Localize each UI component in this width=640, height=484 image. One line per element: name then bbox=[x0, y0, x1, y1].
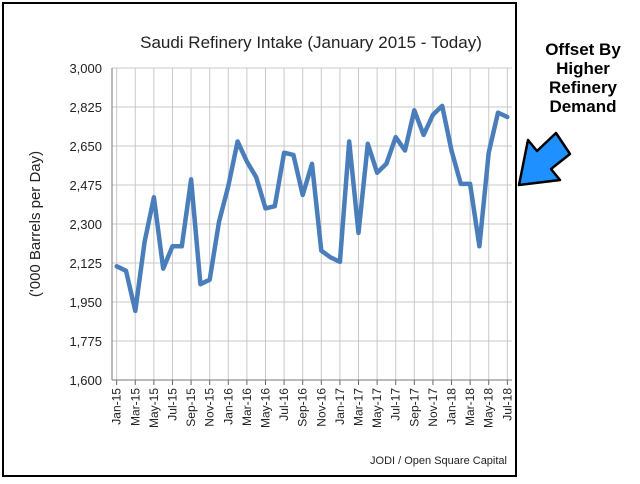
x-tick-label: Nov-17 bbox=[426, 388, 440, 427]
x-tick-label: Nov-16 bbox=[314, 388, 328, 427]
x-tick-label: May-17 bbox=[370, 388, 384, 428]
x-tick-label: Sep-17 bbox=[407, 388, 421, 427]
y-axis-label: ('000 Barrels per Day) bbox=[27, 151, 44, 297]
y-tick-label: 2,300 bbox=[69, 217, 102, 232]
x-tick-label: Jan-17 bbox=[333, 388, 347, 425]
x-tick-label: Mar-15 bbox=[128, 388, 142, 426]
y-tick-label: 2,125 bbox=[69, 256, 102, 271]
x-tick-label: Sep-15 bbox=[184, 388, 198, 427]
x-tick-label: Sep-16 bbox=[296, 388, 310, 427]
y-tick-label: 3,000 bbox=[69, 61, 102, 76]
y-tick-label: 1,950 bbox=[69, 295, 102, 310]
axes: 1,600 1,775 1,950 2,125 2,300 2,475 2,650 2,825… bbox=[69, 61, 514, 428]
x-tick-label: Jul-15 bbox=[165, 388, 179, 421]
source-note: JODI / Open Square Capital bbox=[370, 455, 507, 467]
x-tick-label: Mar-18 bbox=[463, 388, 477, 426]
x-tick-label: Jul-18 bbox=[500, 388, 514, 421]
x-tick-label: May-15 bbox=[147, 388, 161, 428]
y-tick-label: 2,825 bbox=[69, 100, 102, 115]
x-tick-label: Mar-17 bbox=[352, 388, 366, 426]
x-tick-label: Jul-16 bbox=[277, 388, 291, 421]
x-tick-label: Nov-15 bbox=[203, 388, 217, 427]
series-layer bbox=[114, 103, 510, 314]
grid-lines bbox=[112, 67, 512, 381]
x-tick-label: Jan-15 bbox=[110, 388, 124, 425]
x-tick-label: Jan-16 bbox=[221, 388, 235, 425]
y-tick-label: 2,650 bbox=[69, 139, 102, 154]
y-tick-label: 1,775 bbox=[69, 334, 102, 349]
x-tick-label: Jul-17 bbox=[389, 388, 403, 421]
chart-frame bbox=[2, 2, 517, 477]
callout-arrow bbox=[517, 131, 572, 187]
arrow-icon bbox=[517, 131, 572, 187]
x-tick-label: May-16 bbox=[258, 388, 272, 428]
series-line bbox=[114, 103, 510, 314]
x-tick-label: May-18 bbox=[482, 388, 496, 428]
y-tick-label: 1,600 bbox=[69, 373, 102, 388]
x-tick-label: Mar-16 bbox=[240, 388, 254, 426]
chart-title: Saudi Refinery Intake (January 2015 - To… bbox=[140, 33, 482, 52]
x-tick-label: Jan-18 bbox=[445, 388, 459, 425]
callout-text: Offset By Higher Refinery Demand bbox=[545, 40, 621, 116]
y-tick-label: 2,475 bbox=[69, 178, 102, 193]
